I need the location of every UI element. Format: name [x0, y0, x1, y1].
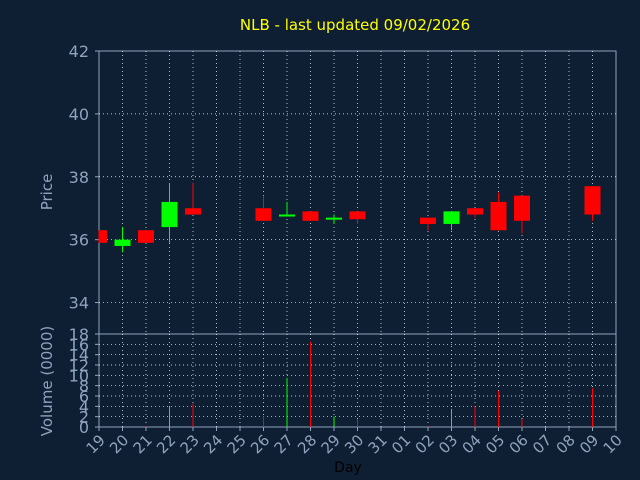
x-tick-label: 02 [412, 431, 438, 457]
volume-tick-label: 16 [69, 335, 89, 354]
x-tick-label: 29 [318, 431, 344, 457]
candle-body [302, 211, 319, 221]
price-panel: 42 40 38 36 34 [69, 42, 617, 335]
x-tick-label: 23 [177, 431, 203, 457]
x-tick-label: 21 [130, 431, 156, 457]
price-tick-label: 42 [69, 42, 89, 61]
x-tick-label: 24 [200, 431, 226, 457]
x-tick-label: 05 [482, 431, 508, 457]
x-tick-label: 07 [529, 431, 555, 457]
x-tick-label: 22 [153, 431, 179, 457]
volume-axis-label: Volume (0000) [38, 326, 56, 436]
price-axis-label: Price [38, 174, 56, 211]
candle-body [490, 201, 507, 231]
x-tick-label: 01 [388, 431, 414, 457]
candle-body [467, 208, 483, 215]
x-tick-label: 30 [341, 431, 367, 457]
candle-body [99, 230, 107, 243]
x-tick-label: 27 [271, 431, 297, 457]
x-tick-label: 20 [106, 431, 132, 457]
volume-tick-label: 0 [79, 418, 89, 437]
candle-body [185, 208, 201, 215]
volume-tick-label: 4 [79, 397, 89, 416]
x-tick-label: 04 [459, 431, 485, 457]
price-tick-label: 40 [69, 105, 89, 124]
price-tick-label: 36 [69, 231, 89, 250]
candle-body [279, 214, 295, 217]
chart-title: NLB - last updated 09/02/2026 [240, 16, 470, 34]
price-tick-label: 34 [69, 294, 89, 313]
x-axis: 1920212223242526272829303101020304050607… [83, 427, 626, 457]
x-tick-label: 03 [435, 431, 461, 457]
volume-tick-label: 6 [79, 387, 89, 406]
price-tick-label: 38 [69, 168, 89, 187]
candle-body [443, 211, 460, 224]
volume-tick-label: 18 [69, 325, 89, 344]
x-tick-label: 31 [365, 431, 391, 457]
candle-body [138, 230, 154, 243]
volume-tick-label: 8 [79, 377, 89, 396]
candle-body [584, 186, 601, 215]
candle-body [255, 208, 272, 221]
candle-body [420, 217, 436, 224]
x-tick-label: 09 [576, 431, 602, 457]
candle-body [349, 211, 366, 220]
candle-body [326, 217, 342, 220]
x-tick-label: 25 [224, 431, 250, 457]
candle-body [161, 201, 178, 228]
volume-tick-label: 12 [69, 356, 89, 375]
x-tick-label: 26 [247, 431, 273, 457]
volume-tick-label: 14 [69, 346, 89, 365]
x-tick-label: 08 [553, 431, 579, 457]
volume-tick-label: 10 [69, 366, 89, 385]
x-tick-label: 28 [294, 431, 320, 457]
volume-plot-frame [98, 333, 617, 428]
x-axis-label: Day [334, 460, 362, 476]
candle-body [514, 195, 530, 221]
candle-body [114, 239, 131, 246]
x-tick-label: 06 [506, 431, 532, 457]
x-tick-label: 10 [600, 431, 626, 457]
volume-tick-label: 2 [79, 408, 89, 427]
